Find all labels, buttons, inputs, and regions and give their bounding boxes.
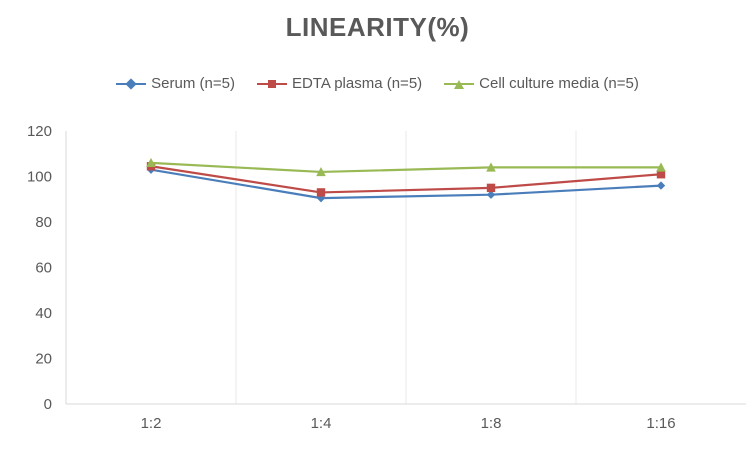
- series-line-square: [149, 165, 663, 194]
- x-tick-labels: 1:2 1:4 1:8 1:16: [141, 415, 676, 432]
- legend-mark-cell-culture-media: [454, 79, 465, 89]
- legend-marker-square-icon: [256, 77, 287, 91]
- y-tick-labels: 0 20 40 60 80 100 120: [27, 123, 52, 413]
- y-tick-label: 80: [35, 214, 52, 231]
- series-line-triangle: [149, 161, 663, 174]
- legend-label-serum: Serum (n=5): [151, 75, 235, 92]
- x-tick-label: 1:8: [481, 415, 502, 432]
- vertical-gridlines: [235, 131, 577, 404]
- legend-marker-triangle-icon: [444, 77, 475, 91]
- chart-title: LINEARITY(%): [285, 12, 470, 42]
- chart-legend: Serum (n=5) EDTA plasma (n=5) Cell cultu…: [0, 75, 755, 92]
- y-tick-label: 120: [27, 123, 52, 140]
- legend-item-edta-plasma[interactable]: EDTA plasma (n=5): [256, 75, 423, 92]
- data-point-square[interactable]: [316, 188, 326, 197]
- data-point-square[interactable]: [656, 170, 666, 179]
- x-tick-label: 1:4: [311, 415, 332, 432]
- legend-marker-diamond-icon: [116, 77, 147, 91]
- data-point-square[interactable]: [486, 183, 496, 193]
- data-point-diamond[interactable]: [486, 190, 496, 199]
- legend-mark-edta-plasma: [267, 79, 276, 88]
- legend-item-cell-culture-media[interactable]: Cell culture media (n=5): [444, 75, 639, 92]
- data-point-triangle[interactable]: [316, 166, 326, 177]
- legend-item-serum[interactable]: Serum (n=5): [116, 75, 235, 92]
- data-point-triangle[interactable]: [146, 157, 156, 168]
- x-tick-label: 1:16: [646, 415, 675, 432]
- x-tick-label: 1:2: [141, 415, 162, 432]
- series-group: [146, 157, 666, 203]
- data-point-diamond[interactable]: [656, 181, 666, 190]
- axis-lines: [65, 131, 746, 405]
- y-tick-label: 20: [35, 351, 52, 368]
- y-tick-label: 40: [35, 305, 52, 322]
- series-line-diamond: [149, 168, 663, 200]
- legend-label-cell-culture-media: Cell culture media (n=5): [479, 75, 639, 92]
- data-point-triangle[interactable]: [486, 162, 496, 172]
- y-tick-label: 60: [35, 260, 52, 277]
- legend-label-edta-plasma: EDTA plasma (n=5): [291, 75, 423, 92]
- y-tick-label: 0: [44, 396, 52, 413]
- y-tick-label: 100: [27, 169, 52, 186]
- data-point-triangle[interactable]: [656, 162, 666, 172]
